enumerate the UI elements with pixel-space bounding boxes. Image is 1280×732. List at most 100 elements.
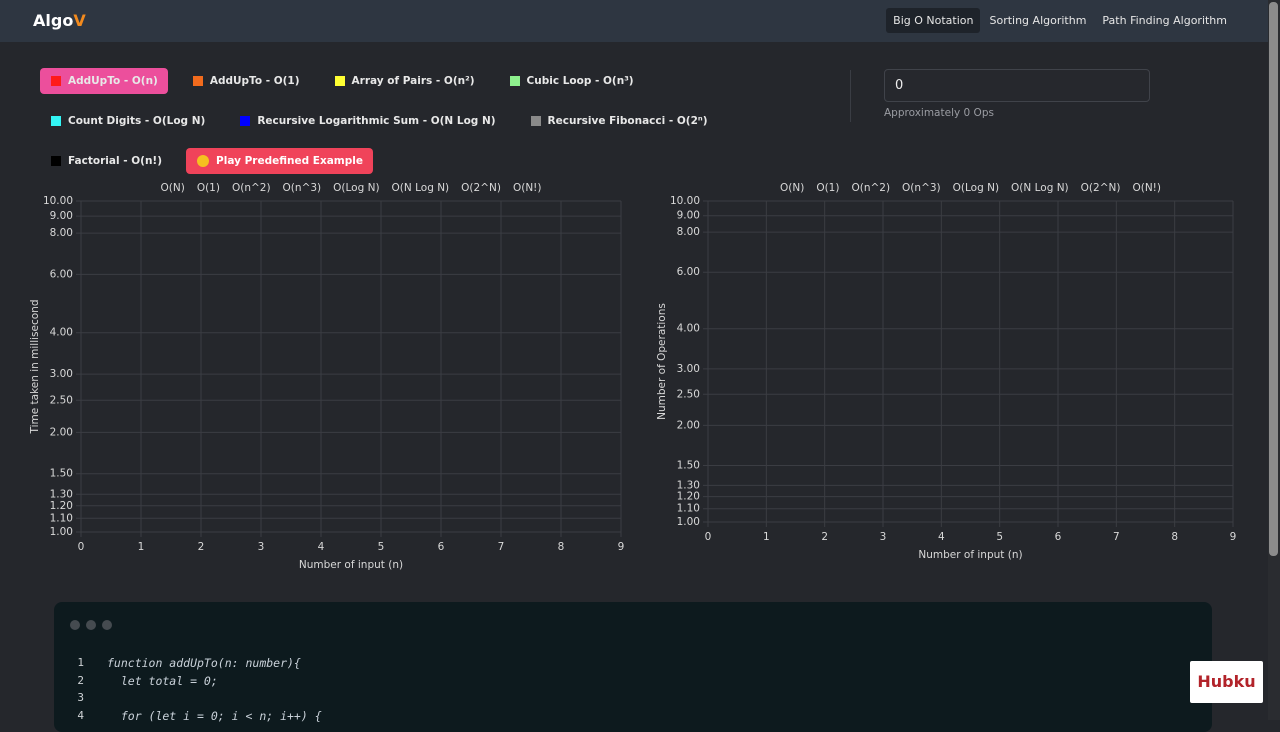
y-tick-label: 1.10 (50, 512, 73, 524)
y-tick-label: 1.30 (50, 488, 73, 500)
x-tick-label: 8 (1171, 531, 1178, 543)
x-axis-title: Number of input (n) (918, 549, 1022, 561)
legend-entry: O(n^3) (902, 182, 941, 194)
button-label: Factorial - O(n!) (68, 155, 163, 167)
chart-ops: 1.001.101.201.30 1.50 2.00 2.50 3.00 4.00 6.00… (656, 182, 1236, 561)
algorithm-button[interactable]: Count Digits - O(Log N) (40, 108, 215, 134)
legend-entry: O(2^N) (1081, 182, 1121, 194)
y-tick-label: 1.50 (677, 459, 700, 471)
button-label: Count Digits - O(Log N) (68, 115, 206, 127)
y-tick-label: 10.00 (43, 195, 73, 207)
code-line: function addUpTo(n: number){ (107, 656, 301, 670)
color-swatch (51, 76, 61, 86)
button-label: Array of Pairs - O(n²) (351, 75, 475, 87)
y-tick-label: 3.00 (677, 363, 700, 375)
y-tick-label: 2.00 (677, 419, 700, 431)
legend-entry: O(n^2) (232, 182, 271, 194)
legend-entry: O(N Log N) (1011, 182, 1069, 194)
x-tick-label: 4 (318, 541, 325, 553)
y-tick-label: 1.10 (677, 503, 700, 515)
y-tick-label: 1.00 (50, 526, 73, 538)
x-tick-label: 2 (198, 541, 205, 553)
y-tick-label: 6.00 (50, 268, 73, 280)
algorithm-button[interactable]: AddUpTo - O(n) (40, 68, 168, 94)
chart-time: 1.00 1.101.201.30 1.50 2.00 2.50 3.00 4.00 6.00… (29, 182, 624, 571)
x-tick-label: 7 (1113, 531, 1120, 543)
y-tick-label: 10.00 (670, 195, 700, 207)
navbar: AlgoV Big O Notation Sorting Algorithm Pat… (0, 0, 1280, 42)
algorithm-button[interactable]: Recursive Fibonacci - O(2ⁿ) (520, 108, 718, 134)
nav-link[interactable]: Sorting Algorithm (989, 14, 1087, 27)
y-tick-label: 1.30 (677, 479, 700, 491)
y-tick-label: 1.20 (50, 500, 73, 512)
x-tick-label: 8 (558, 541, 565, 553)
x-tick-label: 2 (821, 531, 828, 543)
legend-entry: O(2^N) (461, 182, 501, 194)
input-field[interactable]: 0 (884, 69, 1150, 102)
code-line: for (let i = 0; i < n; i++) { (107, 708, 322, 723)
line-number: 2 (77, 673, 84, 687)
nav-links: Big O Notation Sorting Algorithm Path Find… (886, 8, 1234, 33)
button-label: Recursive Fibonacci - O(2ⁿ) (547, 115, 708, 127)
button-label: Play Predefined Example (216, 155, 363, 167)
nav-link[interactable]: Path Finding Algorithm (1102, 14, 1227, 27)
algorithm-buttons: AddUpTo - O(n) AddUpTo - O(1) Array of Pai… (40, 68, 780, 174)
brand-text: Algo (33, 11, 74, 30)
color-swatch (192, 76, 203, 86)
x-tick-label: 3 (880, 531, 887, 543)
legend-entry: O(Log N) (953, 182, 999, 194)
y-tick-label: 9.00 (50, 210, 73, 222)
y-tick-label: 1.50 (50, 468, 73, 480)
button-label: AddUpTo - O(n) (68, 75, 158, 87)
x-tick-label: 3 (258, 541, 265, 553)
algorithm-button[interactable]: Array of Pairs - O(n²) (324, 68, 485, 94)
x-tick-label: 6 (1055, 531, 1062, 543)
play-button[interactable]: Play Predefined Example (186, 148, 373, 174)
algorithm-button[interactable]: Factorial - O(n!) (40, 148, 172, 174)
play-icon (197, 155, 210, 167)
window-dot (86, 620, 96, 630)
legend-entry: O(N) (780, 182, 804, 194)
x-tick-label: 0 (78, 541, 85, 553)
window-dot (70, 620, 80, 630)
y-tick-label: 9.00 (677, 210, 700, 222)
y-tick-label: 2.00 (50, 426, 73, 438)
algorithm-button[interactable]: Cubic Loop - O(n³) (499, 68, 644, 94)
legend-entry: O(n^2) (851, 182, 890, 194)
color-swatch (51, 156, 61, 166)
color-swatch (51, 116, 61, 126)
brand-accent: V (73, 11, 86, 30)
y-tick-label: 4.00 (50, 327, 73, 339)
x-tick-label: 5 (996, 531, 1003, 543)
color-swatch (509, 76, 520, 86)
x-tick-label: 6 (438, 541, 445, 553)
logo: Hubku (1190, 661, 1263, 703)
legend-entry: O(Log N) (333, 182, 379, 194)
color-swatch (240, 116, 251, 126)
legend-entry: O(1) (197, 182, 220, 194)
line-number: 4 (77, 708, 84, 722)
y-tick-label: 1.20 (677, 491, 700, 503)
y-tick-label: 4.00 (677, 323, 700, 335)
legend-entry: O(n^3) (283, 182, 322, 194)
y-axis-title: Time taken in millisecond (29, 300, 41, 435)
line-number: 1 (77, 656, 84, 669)
separator (850, 70, 851, 122)
y-tick-label: 6.00 (677, 266, 700, 278)
y-tick-label: 1.00 (677, 516, 700, 528)
algorithm-button[interactable]: AddUpTo - O(1) (182, 68, 310, 94)
button-label: Recursive Logarithmic Sum - O(N Log N) (257, 115, 496, 127)
window-dot (102, 620, 112, 630)
y-tick-label: 2.50 (677, 388, 700, 400)
nav-link[interactable]: Big O Notation (886, 8, 981, 33)
brand[interactable]: AlgoV (33, 11, 86, 30)
button-label: AddUpTo - O(1) (209, 75, 300, 87)
x-tick-label: 7 (498, 541, 505, 553)
button-label: Cubic Loop - O(n³) (526, 75, 634, 87)
algorithm-button[interactable]: Recursive Logarithmic Sum - O(N Log N) (229, 108, 505, 134)
x-tick-label: 5 (378, 541, 385, 553)
scrollbar-thumb[interactable] (1269, 2, 1278, 556)
legend-entry: O(N) (161, 182, 185, 194)
legend-entry: O(N!) (1132, 182, 1161, 194)
